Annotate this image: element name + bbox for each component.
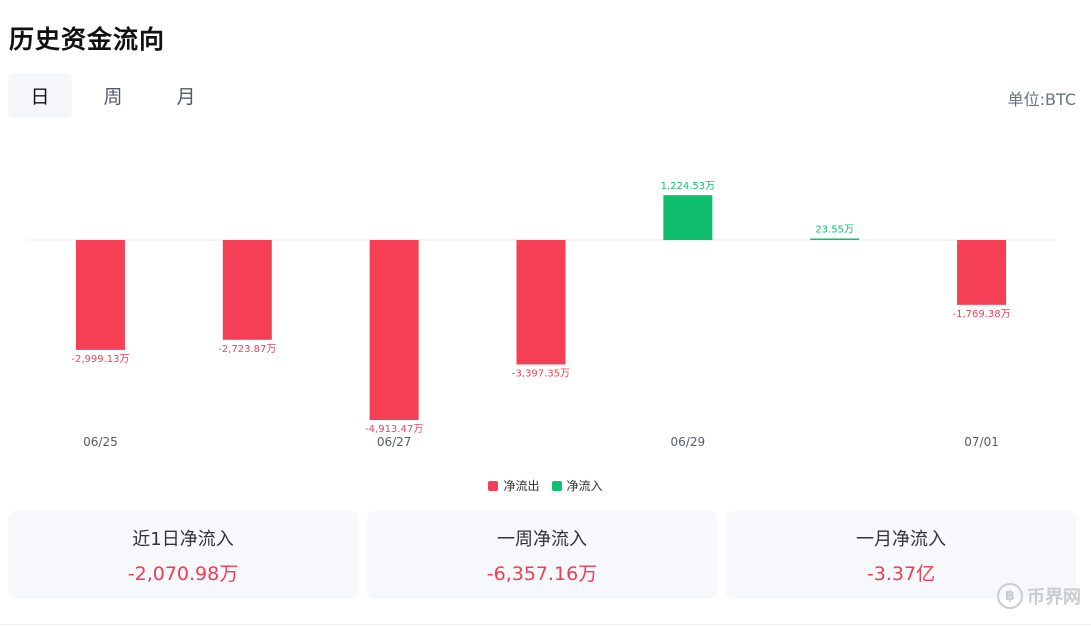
x-tick-06/29: 06/29 — [671, 435, 706, 449]
bar-06/28[interactable] — [516, 240, 566, 365]
summary-card-day: 近1日净流入 -2,070.98万 — [8, 511, 358, 599]
data-label-06/30: 23.55万 — [815, 225, 854, 236]
watermark: ฿ 币界网 — [997, 583, 1081, 609]
x-tick-07/01: 07/01 — [964, 435, 999, 449]
data-label-06/25: -2,999.13万 — [71, 354, 129, 365]
watermark-text: 币界网 — [1027, 587, 1081, 608]
tab-month[interactable]: 月 — [176, 86, 196, 108]
data-label-06/26: -2,723.87万 — [218, 344, 276, 355]
data-label-06/28: -3,397.35万 — [512, 368, 570, 379]
legend-item-outflow[interactable]: 净流出 — [488, 477, 540, 494]
summary-value: -2,070.98万 — [127, 562, 239, 585]
data-label-06/27: -4,913.47万 — [365, 424, 423, 435]
data-label-06/29: 1,224.53万 — [661, 181, 716, 192]
x-axis-tick-group: 06/25 06/27 06/29 07/01 — [83, 435, 999, 449]
bar-06/25[interactable] — [75, 240, 125, 350]
bitcoin-logo-icon: ฿ — [997, 583, 1023, 609]
summary-value: -3.37亿 — [866, 562, 936, 585]
divider — [0, 624, 1091, 625]
summary-cards: 近1日净流入 -2,070.98万 一周净流入 -6,357.16万 一月净流入… — [8, 511, 1076, 599]
summary-label: 一月净流入 — [856, 528, 946, 550]
summary-label: 一周净流入 — [497, 528, 587, 550]
bar-06/30[interactable] — [810, 238, 860, 241]
bar-06/27[interactable] — [369, 240, 419, 420]
page-title: 历史资金流向 — [9, 25, 166, 54]
legend-label-outflow: 净流出 — [503, 479, 540, 493]
summary-card-month: 一月净流入 -3.37亿 — [726, 511, 1076, 599]
chart-legend: 净流出 净流入 — [0, 477, 1091, 494]
data-label-07/01: -1,769.38万 — [953, 309, 1011, 320]
data-label-group: -2,999.13万 -2,723.87万 -4,913.47万 -3,397.35万… — [71, 181, 1010, 435]
fund-flow-chart: -2,999.13万 -2,723.87万 -4,913.47万 -3,397.35万… — [28, 181, 1056, 449]
bar-07/01[interactable] — [957, 240, 1007, 305]
bar-06/29[interactable] — [663, 195, 713, 240]
period-tabs: 日 周 月 — [8, 73, 227, 118]
tab-day[interactable]: 日 — [8, 73, 72, 118]
unit-label: 单位:BTC — [1007, 90, 1076, 109]
summary-value: -6,357.16万 — [486, 562, 598, 585]
summary-card-week: 一周净流入 -6,357.16万 — [367, 511, 717, 599]
x-tick-06/27: 06/27 — [377, 435, 412, 449]
summary-label: 近1日净流入 — [132, 528, 234, 550]
bar-group — [75, 195, 1007, 420]
legend-swatch-outflow — [488, 480, 499, 491]
x-tick-06/25: 06/25 — [83, 435, 118, 449]
tab-week[interactable]: 周 — [103, 86, 123, 108]
legend-label-inflow: 净流入 — [566, 479, 603, 493]
bar-06/26[interactable] — [222, 240, 272, 340]
legend-item-inflow[interactable]: 净流入 — [551, 477, 603, 494]
legend-swatch-inflow — [551, 480, 562, 491]
